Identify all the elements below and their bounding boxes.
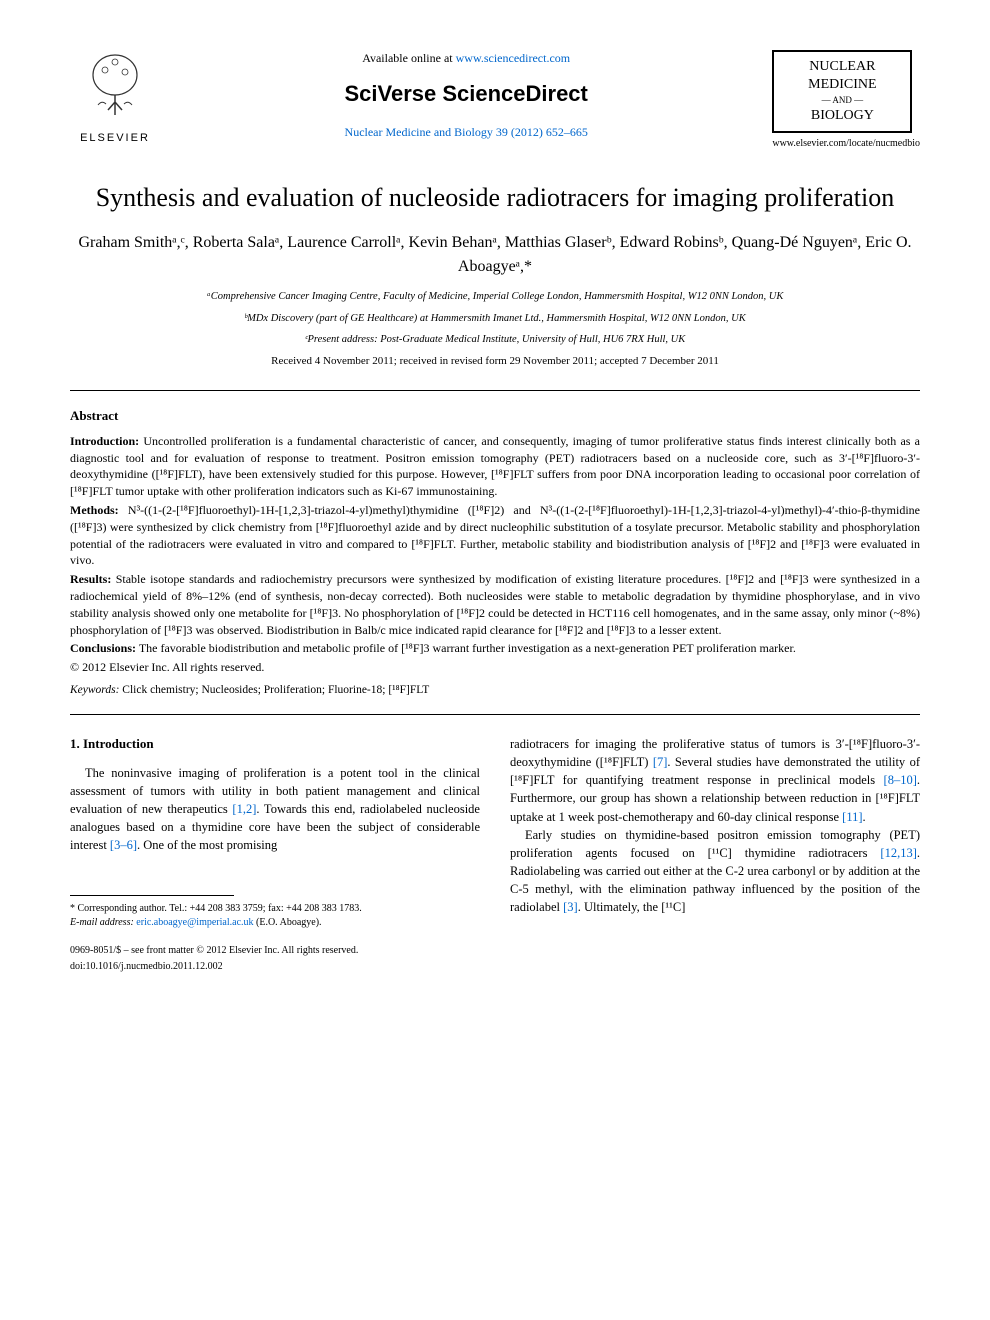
abstract-methods-label: Methods: (70, 503, 119, 517)
introduction-heading: 1. Introduction (70, 735, 480, 754)
citation-12-13[interactable]: [12,13] (880, 846, 916, 860)
abstract-heading: Abstract (70, 407, 920, 425)
abstract-intro-text: Uncontrolled proliferation is a fundamen… (70, 434, 920, 498)
divider-top (70, 390, 920, 391)
email-suffix: (E.O. Aboagye). (254, 917, 322, 928)
doi-text[interactable]: doi:10.1016/j.nucmedbio.2011.12.002 (70, 961, 223, 972)
abstract-methods-text: N³-((1-(2-[¹⁸F]fluoroethyl)-1H-[1,2,3]-t… (70, 503, 920, 567)
header-center: Available online at www.sciencedirect.co… (160, 50, 772, 140)
journal-title-line1: NUCLEAR (784, 58, 900, 76)
intro-para-2: Early studies on thymidine-based positro… (510, 826, 920, 917)
abstract-intro: Introduction: Uncontrolled proliferation… (70, 433, 920, 500)
available-online-text: Available online at (362, 51, 455, 65)
email-label: E-mail address: (70, 917, 136, 928)
body-columns: 1. Introduction The noninvasive imaging … (70, 735, 920, 974)
header-row: ELSEVIER Available online at www.science… (70, 50, 920, 151)
journal-title-line3: BIOLOGY (784, 107, 900, 125)
affiliation-a: ᵃComprehensive Cancer Imaging Centre, Fa… (70, 289, 920, 305)
keywords-label: Keywords: (70, 684, 119, 696)
abstract-body: Introduction: Uncontrolled proliferation… (70, 433, 920, 676)
elsevier-label: ELSEVIER (70, 131, 160, 146)
intro-para-1-cont: radiotracers for imaging the proliferati… (510, 735, 920, 826)
citation-1-2[interactable]: [1,2] (232, 802, 256, 816)
abstract-results: Results: Stable isotope standards and ra… (70, 571, 920, 638)
intro-text-3c: . Ultimately, the [¹¹C] (578, 900, 686, 914)
elsevier-tree-icon (80, 50, 150, 120)
article-title: Synthesis and evaluation of nucleoside r… (70, 181, 920, 215)
affiliation-c: ᶜPresent address: Post-Graduate Medical … (70, 332, 920, 348)
citation-3-6[interactable]: [3–6] (110, 838, 137, 852)
keywords: Keywords: Click chemistry; Nucleosides; … (70, 682, 920, 698)
journal-title-line2: MEDICINE (784, 76, 900, 94)
affiliation-b: ᵇMDx Discovery (part of GE Healthcare) a… (70, 311, 920, 327)
authors: Graham Smithᵃ,ᶜ, Roberta Salaᵃ, Laurence… (70, 231, 920, 279)
elsevier-logo: ELSEVIER (70, 50, 160, 146)
intro-text-3a: Early studies on thymidine-based positro… (510, 828, 920, 860)
abstract-intro-label: Introduction: (70, 434, 139, 448)
journal-title-and: — AND — (784, 94, 900, 107)
intro-text-1c: . One of the most promising (137, 838, 277, 852)
footnote-divider (70, 895, 234, 896)
intro-para-1: The noninvasive imaging of proliferation… (70, 764, 480, 855)
available-online-link[interactable]: www.sciencedirect.com (456, 51, 571, 65)
journal-box-container: NUCLEAR MEDICINE — AND — BIOLOGY www.els… (772, 50, 920, 151)
article-dates: Received 4 November 2011; received in re… (70, 354, 920, 369)
column-right: radiotracers for imaging the proliferati… (510, 735, 920, 974)
email-line: E-mail address: eric.aboagye@imperial.ac… (70, 916, 480, 930)
journal-reference[interactable]: Nuclear Medicine and Biology 39 (2012) 6… (180, 124, 752, 141)
abstract-conclusions: Conclusions: The favorable biodistributi… (70, 640, 920, 657)
intro-text-2d: . (863, 810, 866, 824)
citation-3[interactable]: [3] (563, 900, 578, 914)
citation-7[interactable]: [7] (653, 755, 668, 769)
column-left: 1. Introduction The noninvasive imaging … (70, 735, 480, 974)
sciencedirect-logo: SciVerse ScienceDirect (180, 79, 752, 110)
email-address[interactable]: eric.aboagye@imperial.ac.uk (136, 917, 253, 928)
abstract-conclusions-text: The favorable biodistribution and metabo… (136, 641, 796, 655)
corresponding-author: * Corresponding author. Tel.: +44 208 38… (70, 902, 480, 916)
keywords-text: Click chemistry; Nucleosides; Proliferat… (119, 684, 429, 696)
abstract-results-label: Results: (70, 572, 111, 586)
issn-line: 0969-8051/$ – see front matter © 2012 El… (70, 944, 480, 959)
citation-11[interactable]: [11] (842, 810, 862, 824)
abstract-copyright: © 2012 Elsevier Inc. All rights reserved… (70, 659, 920, 676)
abstract-methods: Methods: N³-((1-(2-[¹⁸F]fluoroethyl)-1H-… (70, 502, 920, 569)
journal-box: NUCLEAR MEDICINE — AND — BIOLOGY (772, 50, 912, 133)
available-online: Available online at www.sciencedirect.co… (180, 50, 752, 67)
journal-url: www.elsevier.com/locate/nucmedbio (772, 137, 920, 151)
divider-bottom (70, 714, 920, 715)
abstract-conclusions-label: Conclusions: (70, 641, 136, 655)
doi-line: doi:10.1016/j.nucmedbio.2011.12.002 (70, 960, 480, 975)
abstract-results-text: Stable isotope standards and radiochemis… (70, 572, 920, 636)
citation-8-10[interactable]: [8–10] (884, 773, 917, 787)
footnotes: * Corresponding author. Tel.: +44 208 38… (70, 902, 480, 930)
